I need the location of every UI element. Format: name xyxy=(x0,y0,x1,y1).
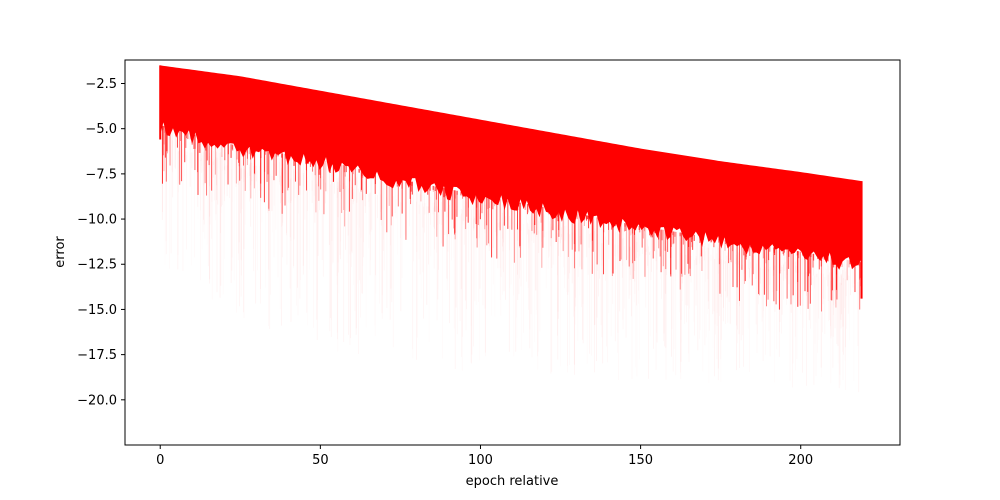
plot-frame xyxy=(124,59,901,446)
faint-noise-layer xyxy=(161,125,859,389)
y-tick-label: −20.0 xyxy=(77,393,117,408)
x-tick-label: 200 xyxy=(788,453,813,468)
y-tick-label: −17.5 xyxy=(77,348,117,363)
x-axis-ticks: 0 50 100 150 200 xyxy=(156,445,813,468)
x-tick-label: 150 xyxy=(628,453,653,468)
x-tick-label: 0 xyxy=(156,453,164,468)
y-tick-label: −5.0 xyxy=(85,122,117,137)
y-tick-label: −12.5 xyxy=(77,258,117,273)
y-axis-ticks: −2.5 −5.0 −7.5 −10.0 −12.5 −15.0 −17.5 −20.0 xyxy=(77,77,125,408)
x-tick-label: 100 xyxy=(468,453,493,468)
y-tick-label: −7.5 xyxy=(85,167,117,182)
dense-error-band xyxy=(160,65,862,270)
y-tick-label: −15.0 xyxy=(77,303,117,318)
y-axis-label: error xyxy=(53,236,68,268)
x-axis-label: epoch relative xyxy=(466,474,559,489)
x-tick-label: 50 xyxy=(312,453,329,468)
y-tick-label: −10.0 xyxy=(77,213,117,228)
y-tick-label: −2.5 xyxy=(85,77,117,92)
dense-band-layer xyxy=(159,65,863,312)
